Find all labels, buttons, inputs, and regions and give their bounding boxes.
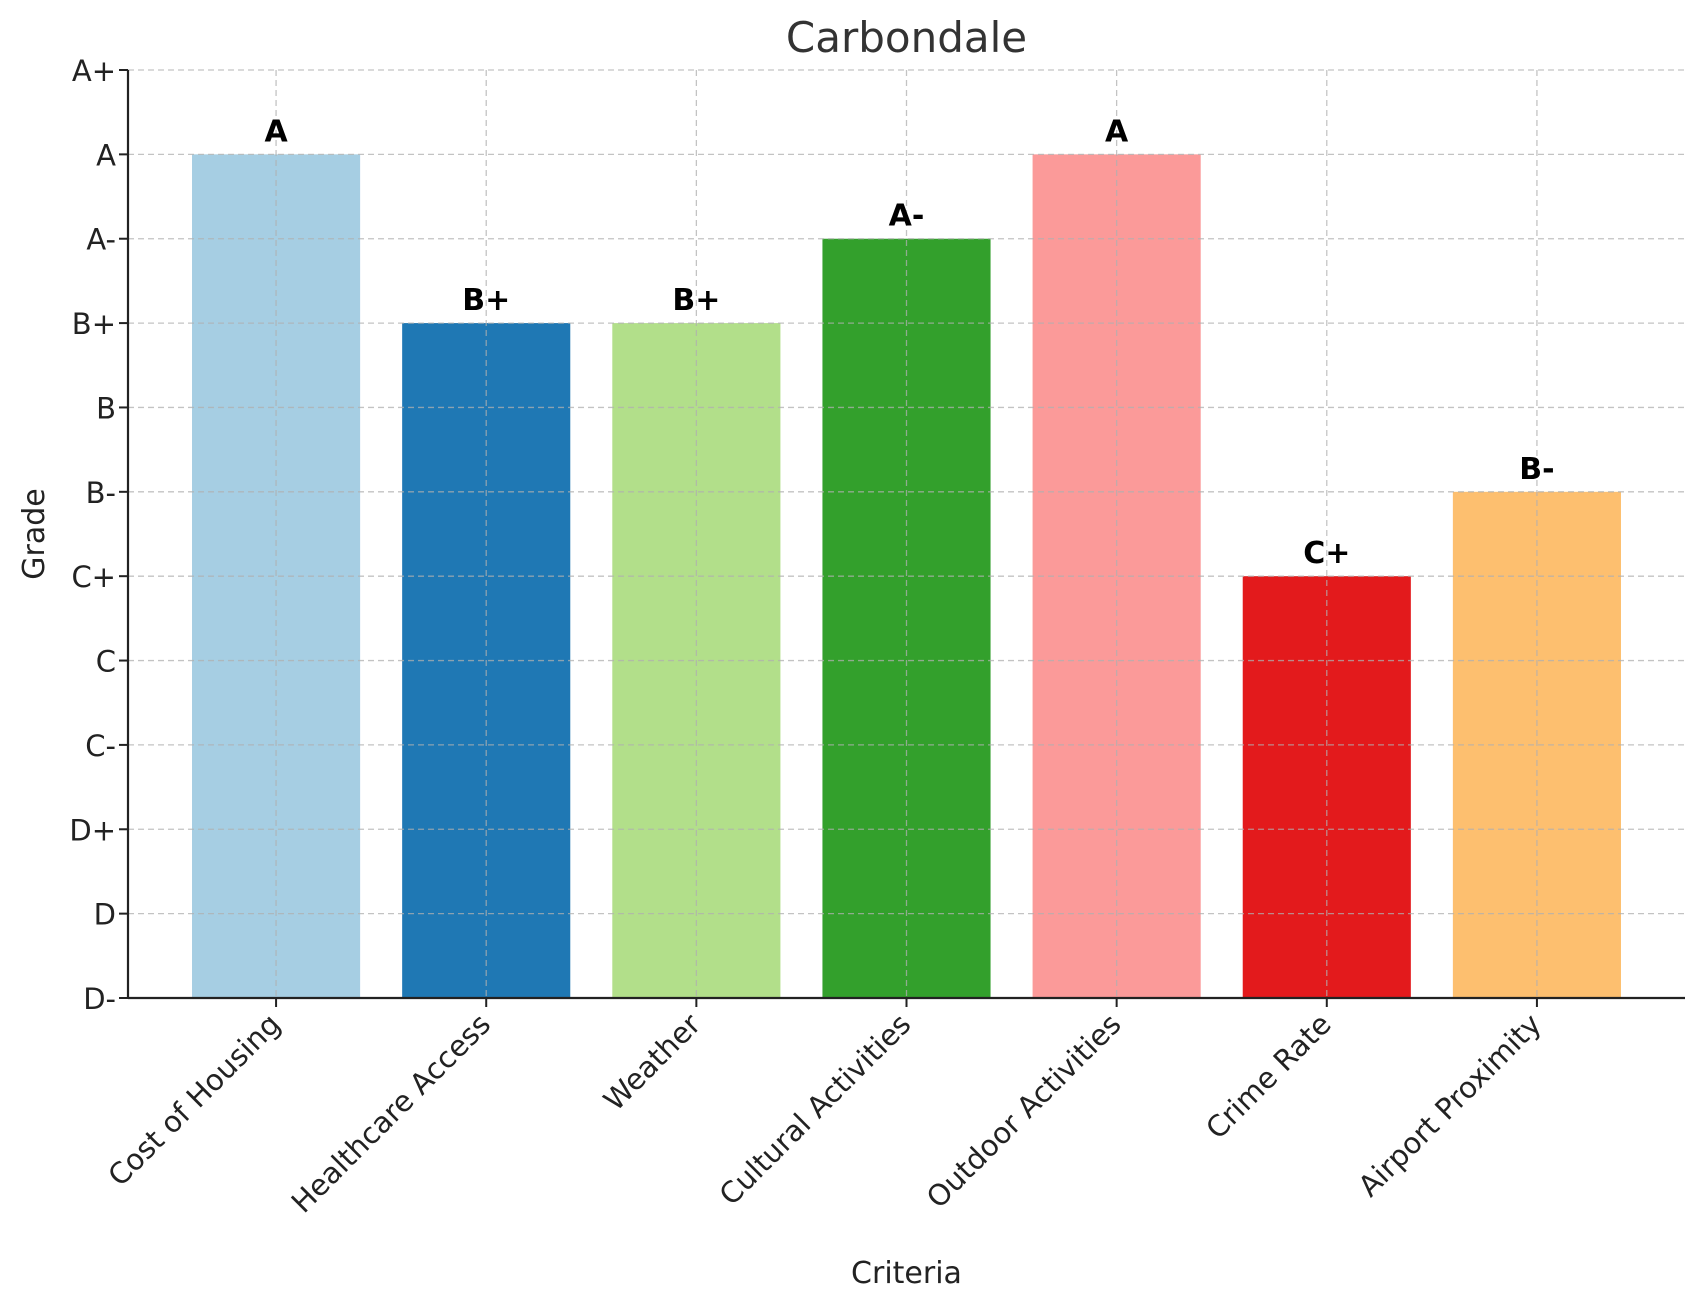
x-tick-label: Healthcare Access — [285, 1007, 498, 1220]
chart-title: Carbondale — [786, 13, 1027, 62]
bar — [1242, 576, 1411, 998]
y-axis-label: Grade — [17, 488, 52, 579]
y-tick-layer: D- D D+ C- C C+ B- B B+ A- A A+ — [69, 54, 128, 1016]
y-tick-label: A+ — [72, 54, 116, 88]
y-tick-label: D — [94, 898, 116, 932]
y-tick-label: D+ — [69, 813, 116, 847]
y-tick-label: A — [96, 138, 116, 172]
bar-value-label: A — [264, 114, 288, 149]
bar-value-label: B+ — [462, 283, 510, 318]
bar-value-label: C+ — [1303, 536, 1350, 571]
x-tick-label: Weather — [597, 1007, 707, 1117]
y-tick-label: B+ — [72, 307, 116, 341]
y-tick-label: B — [96, 391, 116, 425]
y-tick-label: C+ — [71, 560, 116, 594]
grid-layer — [128, 69, 1685, 999]
bar-value-label: A- — [889, 199, 925, 234]
x-tick-label: Airport Proximity — [1352, 1007, 1548, 1203]
bar-value-label: A — [1105, 114, 1129, 149]
y-tick-label: B- — [86, 476, 116, 510]
y-tick-label: D- — [83, 982, 116, 1016]
x-axis-label: Criteria — [851, 1256, 962, 1291]
x-tick-label: Outdoor Activities — [920, 1007, 1128, 1215]
bar-value-label: B- — [1519, 452, 1554, 487]
x-tick-label: Cultural Activities — [713, 1007, 918, 1212]
y-tick-label: A- — [86, 223, 116, 257]
y-tick-label: C- — [85, 729, 116, 763]
y-tick-label: C — [96, 645, 116, 679]
bar-value-label: B+ — [672, 283, 720, 318]
x-tick-label: Crime Rate — [1199, 1007, 1338, 1146]
data-label-layer: A B+ B+ A- A C+ B- — [264, 114, 1554, 571]
x-tick-label: Cost of Housing — [101, 1007, 287, 1193]
